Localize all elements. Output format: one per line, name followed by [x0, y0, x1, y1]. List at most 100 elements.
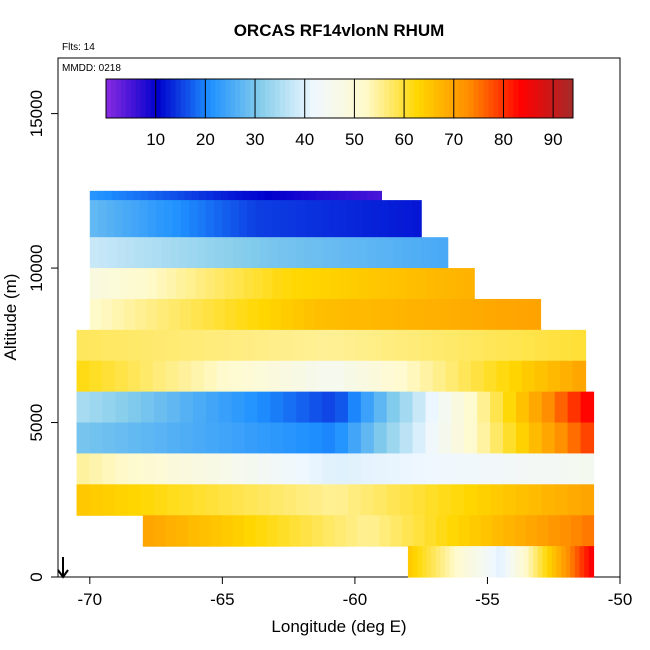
heatmap-cell: [152, 360, 167, 393]
colorbar-segment: [399, 79, 405, 118]
x-axis: -70 -65 -60 -55 -50: [78, 577, 632, 609]
heatmap-cell: [580, 484, 595, 516]
heatmap-cell: [560, 329, 574, 362]
heatmap-cell: [570, 515, 583, 547]
heatmap-cell: [76, 422, 91, 455]
heatmap-cell: [349, 237, 359, 269]
heatmap-cell: [335, 484, 349, 516]
heatmap-cell: [195, 268, 206, 300]
heatmap-cell: [289, 515, 302, 547]
heatmap-cell: [301, 268, 312, 300]
heatmap-cell: [412, 391, 427, 424]
colorbar-segment: [160, 79, 167, 118]
heatmap-cell: [191, 190, 200, 201]
heatmap-cell: [416, 298, 429, 331]
heatmap-cell: [292, 329, 307, 362]
heatmap-cell: [438, 453, 452, 485]
heatmap-cell: [134, 298, 147, 331]
heatmap-cell: [347, 484, 362, 516]
colorbar-tick-label: 60: [395, 130, 414, 149]
heatmap-cell: [322, 453, 336, 485]
heatmap-cell: [337, 190, 346, 201]
plot-frame: [57, 57, 621, 578]
colorbar-segment: [463, 79, 470, 118]
heatmap-cell: [547, 546, 553, 578]
heatmap-cell: [371, 200, 381, 238]
heatmap-cell: [206, 237, 216, 269]
heatmap-cell: [140, 360, 154, 393]
heatmap-cell: [451, 422, 465, 455]
colorbar-segment: [533, 79, 539, 118]
heatmap-cell: [490, 422, 504, 455]
heatmap-cell: [471, 329, 485, 362]
colorbar-segment: [260, 79, 266, 118]
heatmap-cell: [296, 200, 306, 238]
heatmap-cell: [283, 453, 297, 485]
heatmap-cell: [89, 360, 103, 393]
heatmap-cell: [321, 200, 331, 238]
heatmap-cell: [244, 453, 259, 485]
heatmap-cell: [203, 329, 218, 362]
colorbar-segment: [473, 79, 480, 118]
heatmap-cell: [541, 422, 556, 455]
heatmap-cell: [554, 391, 569, 424]
heatmap-cell: [309, 453, 323, 485]
colorbar-segment: [364, 79, 370, 118]
colorbar-segment: [448, 79, 455, 118]
colorbar-segment: [200, 79, 206, 118]
heatmap-cell: [216, 329, 230, 362]
heatmap-cell: [112, 298, 125, 331]
heatmap-cell: [270, 391, 284, 424]
heatmap-cell: [477, 546, 483, 578]
heatmap-cell: [167, 391, 181, 424]
y-tick-label: 10000: [27, 244, 46, 291]
colorbar-segment: [379, 79, 385, 118]
colorbar-segment: [150, 79, 157, 118]
heatmap-cell: [89, 391, 103, 424]
heatmap-cell: [122, 200, 132, 238]
heatmap-cell: [420, 237, 431, 269]
heatmap-cell: [177, 190, 186, 201]
heatmap-cell: [213, 190, 222, 201]
heatmap-cell: [244, 515, 257, 547]
heatmap-cell: [561, 546, 567, 578]
heatmap-cell: [102, 422, 116, 455]
colorbar-segment: [409, 79, 415, 118]
colorbar-segment: [344, 79, 350, 118]
heatmap-cell: [101, 298, 113, 331]
heatmap-cell: [197, 200, 207, 238]
heatmap-cell: [266, 515, 279, 547]
heatmap-cell: [348, 298, 361, 331]
heatmap-cell: [203, 360, 218, 393]
heatmap-cell: [386, 484, 401, 516]
heatmap-cell: [270, 484, 284, 516]
heatmap-cell: [109, 268, 120, 300]
heatmap-cell: [286, 237, 297, 269]
heatmap-cell: [515, 484, 530, 516]
heatmap-cell: [250, 190, 259, 201]
heatmap-cell: [347, 391, 362, 424]
colorbar-segment: [418, 79, 425, 118]
colorbar-segment: [324, 79, 331, 118]
heatmap-cell: [382, 298, 395, 331]
heatmap-cell: [450, 298, 463, 331]
heatmap-cell: [503, 391, 517, 424]
heatmap-cell: [140, 190, 149, 201]
heatmap-cell: [548, 515, 561, 547]
heatmap-cell: [369, 329, 383, 362]
heatmap-cell: [115, 422, 129, 455]
heatmap-cell: [126, 190, 135, 201]
heatmap-cell: [572, 329, 587, 362]
colorbar-segment: [414, 79, 420, 118]
colorbar-segment: [299, 79, 306, 118]
heatmap-cell: [141, 484, 155, 516]
heatmap-cell: [104, 190, 113, 201]
colorbar: 10 20 30 40 50 60 70 80 90: [105, 78, 574, 149]
heatmap-cell: [335, 391, 349, 424]
heatmap-cell: [257, 190, 266, 201]
heatmap-cell: [404, 200, 414, 238]
heatmap-cell: [270, 422, 284, 455]
colorbar-tick-label: 70: [444, 130, 463, 149]
heatmap-cell: [445, 546, 451, 578]
heatmap-cell: [179, 453, 194, 485]
